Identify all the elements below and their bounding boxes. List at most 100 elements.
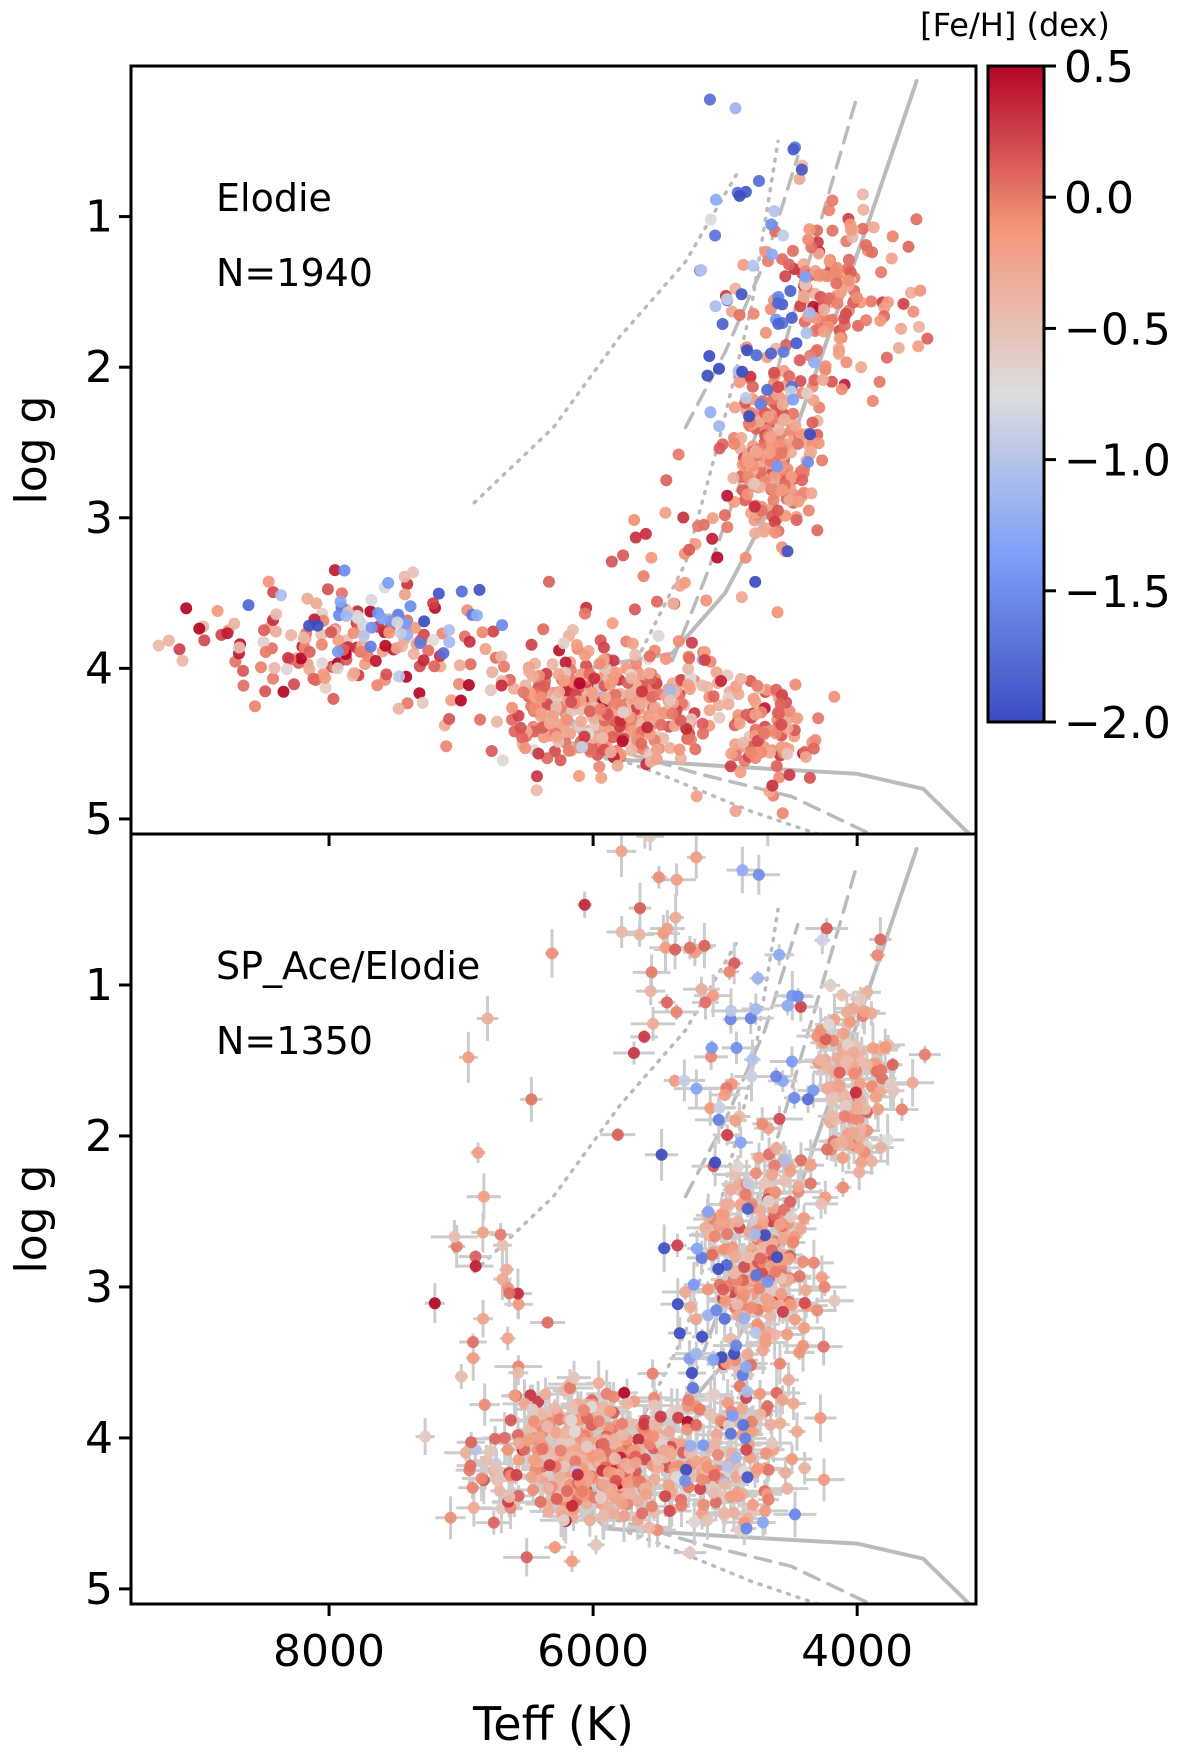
data-point [765,218,778,231]
data-point [784,1165,797,1178]
data-point [311,619,324,632]
data-point [443,636,456,649]
data-point [532,747,545,760]
data-point [776,253,789,266]
data-point [720,1198,733,1211]
data-point [604,678,617,691]
data-point [787,1397,800,1410]
data-point [730,1339,743,1352]
data-point [491,1474,504,1487]
data-point [683,543,696,556]
data-point [647,1017,660,1030]
data-point [749,575,762,588]
data-point [517,686,530,699]
data-point [280,663,293,676]
data-point [487,625,500,638]
data-point [432,587,445,600]
data-point [664,694,677,707]
data-point [651,1453,664,1466]
data-point [712,1448,725,1461]
data-point [708,1469,721,1482]
data-point [565,1400,578,1413]
data-point [645,551,658,564]
data-point [593,760,606,773]
data-point [851,1102,864,1115]
data-point [791,990,804,1003]
data-point [921,332,934,345]
data-point [654,1410,667,1423]
data-point [521,1434,534,1447]
data-point [679,1286,692,1298]
data-point [737,1419,750,1431]
data-point [701,681,713,694]
data-point [650,743,663,756]
data-point [701,1514,714,1527]
data-point [606,731,619,744]
data-point [565,1414,578,1427]
data-point [288,678,300,691]
data-point [690,1313,703,1326]
data-point [840,1006,853,1019]
data-point [673,743,686,756]
data-point [566,624,579,636]
data-point [732,1160,744,1173]
data-point [725,1004,737,1017]
data-point [718,1312,731,1325]
data-point [721,1460,734,1473]
data-point [233,641,246,654]
data-point [855,361,868,374]
plot-area [415,834,972,1604]
data-point [747,1425,760,1438]
data-point [592,1448,605,1461]
data-point [842,253,855,266]
data-point [619,1457,632,1470]
ytick-label: 3 [85,493,113,544]
top-panel: 1 2 3 4 5 Elodie N=1940 log g [6,64,978,846]
data-point [880,351,893,364]
data-point [660,996,673,1009]
data-point [735,672,747,685]
data-point [221,627,234,640]
data-point [690,851,703,864]
data-point [640,1488,653,1501]
data-point [303,619,316,632]
data-point [762,1463,775,1476]
data-point [549,1541,561,1554]
data-point [767,494,780,506]
data-point [879,1041,892,1053]
data-point [658,1242,671,1255]
data-point [745,746,757,759]
data-point [495,650,508,663]
data-point [395,627,408,640]
data-point [866,395,879,407]
data-point [785,471,798,484]
data-point [534,1495,547,1508]
data-point [795,163,808,176]
data-point [559,656,572,669]
data-point [548,1402,561,1414]
data-point [682,732,695,744]
data-point [709,1496,722,1509]
data-point [852,1141,865,1154]
data-point [642,709,655,722]
data-point [490,715,503,728]
data-point [776,689,788,702]
data-point [504,1414,517,1427]
data-point [763,746,776,759]
data-point [803,306,816,319]
data-point [776,484,789,496]
data-point [734,1136,747,1149]
colorbar-tick-label: −2.0 [1064,698,1171,749]
data-point [736,1402,749,1415]
data-point [705,1050,718,1063]
y-axis-label: log g [6,396,57,505]
data-point [837,1027,850,1040]
data-point [897,297,910,310]
data-point [173,643,186,656]
data-point [839,1110,851,1123]
data-point [840,356,853,369]
data-point [838,312,851,325]
data-point [687,1278,700,1291]
data-point [606,617,619,630]
data-point [473,583,486,596]
